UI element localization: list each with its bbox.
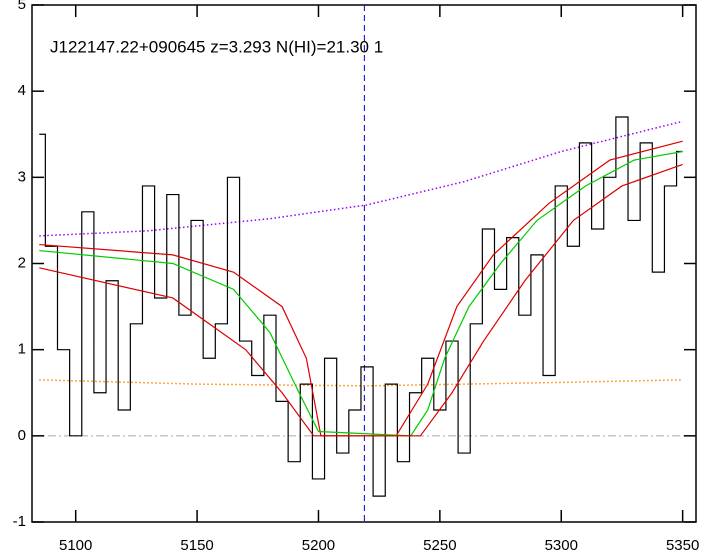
y-tick-label: 0	[18, 427, 26, 444]
x-tick-label: 5250	[423, 537, 456, 554]
x-tick-label: 5350	[666, 537, 699, 554]
x-tick-label: 5300	[545, 537, 578, 554]
series-line	[39, 120, 683, 237]
y-tick-label: 5	[18, 0, 26, 13]
y-tick-label: -1	[13, 513, 26, 530]
series-line	[39, 379, 683, 387]
plot-frame	[31, 4, 697, 523]
series-line	[39, 163, 683, 437]
chart-title: J122147.22+090645 z=3.293 N(HI)=21.30 1	[50, 37, 383, 56]
x-tick-label: 5100	[59, 537, 92, 554]
y-tick-label: 4	[18, 82, 26, 99]
series-line	[39, 116, 683, 497]
y-tick-label: 3	[18, 168, 26, 185]
x-tick-label: 5150	[180, 537, 213, 554]
y-tick-label: 1	[18, 341, 26, 358]
x-tick-label: 5200	[302, 537, 335, 554]
plot-area	[32, 5, 696, 522]
series-line	[39, 150, 683, 437]
y-tick-label: 2	[18, 254, 26, 271]
